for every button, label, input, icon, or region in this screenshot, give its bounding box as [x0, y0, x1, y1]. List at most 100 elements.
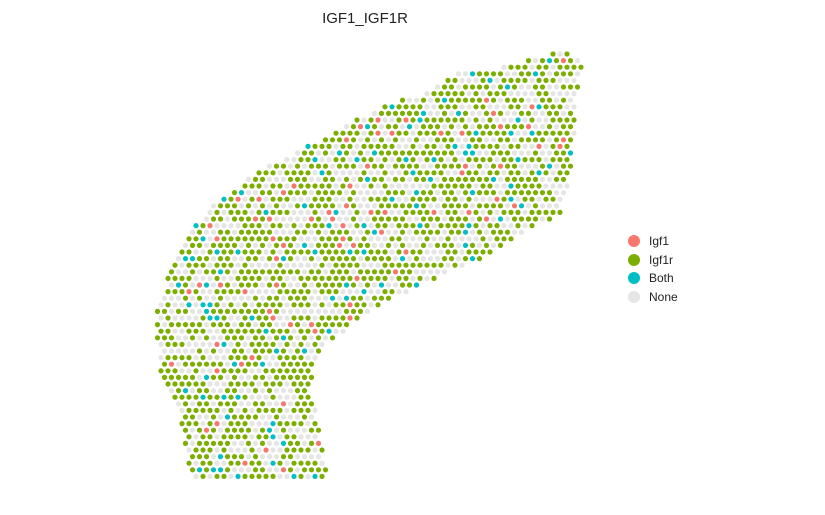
- spot-none: [252, 427, 259, 433]
- spot-igf1r: [396, 117, 402, 123]
- spot-igf1r: [214, 394, 220, 400]
- spot-none: [284, 302, 290, 308]
- spot-igf1r: [501, 236, 507, 242]
- spot-none: [189, 427, 196, 433]
- spot-igf1r: [210, 322, 217, 328]
- spot-none: [518, 229, 525, 235]
- spot-igf1r: [399, 150, 406, 156]
- spot-igf1r: [417, 249, 423, 255]
- spot-igf1r: [301, 190, 308, 196]
- spot-both: [508, 130, 514, 136]
- spot-igf1r: [277, 460, 283, 466]
- spot-none: [399, 137, 406, 143]
- spot-igf1r: [312, 421, 318, 427]
- spot-igf1r: [217, 401, 224, 407]
- spot-igf1: [266, 308, 273, 314]
- spot-igf1r: [560, 71, 567, 77]
- spot-none: [518, 163, 525, 169]
- spot-igf1r: [319, 289, 325, 295]
- spot-igf1r: [392, 124, 399, 130]
- spot-none: [322, 295, 329, 301]
- spot-none: [259, 256, 266, 262]
- spot-none: [389, 275, 395, 281]
- spot-igf1r: [182, 427, 189, 433]
- spot-igf1r: [284, 355, 290, 361]
- spot-igf1r: [238, 216, 245, 222]
- spot-none: [238, 467, 245, 473]
- spot-igf1r: [207, 249, 213, 255]
- spot-both: [203, 282, 210, 288]
- spot-igf1r: [308, 163, 315, 169]
- spot-igf1: [242, 289, 248, 295]
- spot-igf1r: [427, 124, 434, 130]
- spot-igf1r: [406, 203, 413, 209]
- spot-both: [263, 209, 269, 215]
- spot-none: [574, 58, 581, 64]
- spot-igf1r: [413, 176, 420, 182]
- spot-igf1r: [420, 190, 427, 196]
- spot-igf1r: [189, 467, 196, 473]
- spot-igf1r: [532, 176, 539, 182]
- spot-none: [504, 203, 511, 209]
- spot-none: [396, 170, 402, 176]
- spot-igf1r: [245, 414, 252, 420]
- spot-igf1: [249, 355, 255, 361]
- spot-igf1r: [399, 269, 406, 275]
- spot-igf1r: [441, 190, 448, 196]
- spot-none: [361, 262, 367, 268]
- spot-none: [179, 407, 185, 413]
- spot-none: [417, 143, 423, 149]
- spot-igf1r: [273, 308, 280, 314]
- spot-none: [221, 355, 227, 361]
- spot-igf1r: [312, 275, 318, 281]
- spot-both: [270, 460, 276, 466]
- spot-igf1r: [186, 262, 192, 268]
- spot-igf1r: [235, 209, 241, 215]
- spot-igf1r: [553, 110, 560, 116]
- spot-none: [522, 91, 528, 97]
- spot-igf1r: [172, 341, 178, 347]
- spot-igf1r: [371, 256, 378, 262]
- spot-igf1r: [340, 157, 346, 163]
- spot-igf1r: [256, 170, 262, 176]
- spot-igf1r: [511, 84, 518, 90]
- spot-none: [210, 256, 217, 262]
- spot-igf1r: [298, 341, 304, 347]
- spot-none: [186, 341, 192, 347]
- spot-igf1r: [256, 434, 262, 440]
- spot-none: [273, 176, 280, 182]
- spot-both: [473, 130, 479, 136]
- spot-igf1r: [487, 223, 493, 229]
- spot-igf1r: [301, 388, 308, 394]
- spot-igf1r: [441, 84, 448, 90]
- spot-igf1r: [361, 236, 367, 242]
- spot-both: [175, 282, 182, 288]
- spot-none: [207, 262, 213, 268]
- spot-igf1r: [207, 421, 213, 427]
- spot-none: [368, 302, 374, 308]
- spot-igf1r: [242, 381, 248, 387]
- spot-none: [305, 262, 311, 268]
- spot-igf1r: [564, 51, 570, 57]
- spot-none: [375, 289, 381, 295]
- spot-none: [273, 361, 280, 367]
- spot-igf1r: [378, 216, 385, 222]
- spot-both: [259, 361, 266, 367]
- spot-igf1r: [249, 381, 255, 387]
- spot-igf1r: [452, 196, 458, 202]
- spot-igf1r: [315, 242, 322, 248]
- spot-igf1r: [504, 97, 511, 103]
- spot-none: [459, 157, 465, 163]
- spot-igf1: [256, 196, 262, 202]
- spot-none: [448, 110, 455, 116]
- spot-igf1r: [501, 91, 507, 97]
- spot-none: [427, 203, 434, 209]
- spot-none: [508, 223, 514, 229]
- spot-none: [515, 130, 521, 136]
- spot-igf1: [490, 110, 497, 116]
- spot-none: [287, 348, 294, 354]
- spot-igf1r: [490, 71, 497, 77]
- spot-igf1r: [455, 203, 462, 209]
- spot-igf1r: [483, 242, 490, 248]
- spot-both: [508, 196, 514, 202]
